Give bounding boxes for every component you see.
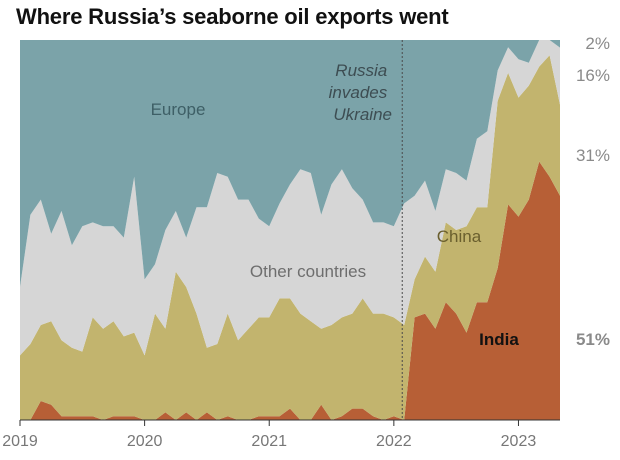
area-europe bbox=[20, 40, 560, 287]
x-tick-label: 2019 bbox=[2, 433, 38, 450]
x-tick-label: 2020 bbox=[127, 433, 163, 450]
china-area-label: China bbox=[437, 227, 482, 246]
x-tick-label: 2021 bbox=[251, 433, 287, 450]
area-layer bbox=[20, 40, 560, 420]
x-tick-label: 2022 bbox=[376, 433, 412, 450]
chart-title: Where Russia’s seaborne oil exports went bbox=[16, 4, 449, 29]
europe-share-label: 2% bbox=[585, 34, 610, 53]
other-share-label: 16% bbox=[576, 66, 610, 85]
x-tick-label: 2023 bbox=[501, 433, 537, 450]
china-share-label: 31% bbox=[576, 146, 610, 165]
area-china bbox=[20, 55, 560, 420]
india-area-label: India bbox=[479, 330, 519, 349]
europe-area-label: Europe bbox=[151, 100, 206, 119]
area-india bbox=[20, 161, 560, 420]
area-other-countries bbox=[20, 40, 560, 356]
x-axis-ticks: 2019 2020 2021 2022 2023 bbox=[2, 420, 536, 450]
other-countries-area-label: Other countries bbox=[250, 262, 366, 281]
invasion-annotation: Russia invades Ukraine bbox=[329, 61, 392, 124]
india-share-label: 51% bbox=[576, 330, 610, 349]
